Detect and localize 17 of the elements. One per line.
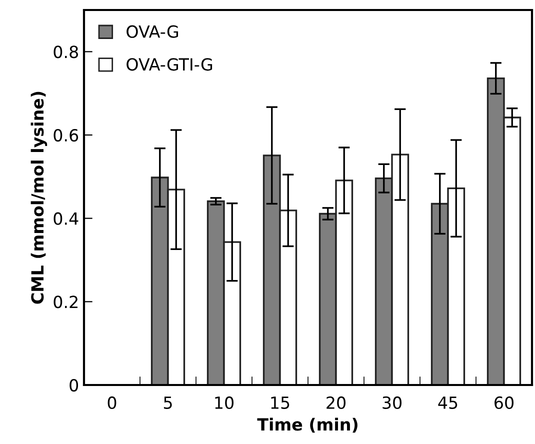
x-tick-label: 60 [494, 396, 514, 410]
x-tick-label: 15 [271, 396, 290, 410]
y-tick-label: 0.6 [54, 128, 78, 142]
x-tick-label: 20 [326, 396, 346, 410]
x-tick-label: 10 [215, 396, 234, 410]
x-tick-label: 0 [108, 396, 116, 410]
y-tick-label: 0.4 [54, 212, 78, 225]
x-tick-label: 5 [164, 396, 172, 410]
y-tick-label: 0.8 [54, 46, 78, 58]
x-axis-title: Time (min) [257, 418, 358, 433]
legend-label: OVA-G [126, 25, 178, 38]
x-tick-label: 30 [382, 396, 402, 410]
y-axis-title: CML (mmol/mol lysine) [30, 92, 48, 304]
legend-label: OVA-GTI-G [126, 58, 212, 71]
y-tick-label: 0.2 [54, 296, 78, 308]
y-tick-label: 0 [70, 378, 78, 392]
x-tick-label: 45 [438, 396, 458, 410]
